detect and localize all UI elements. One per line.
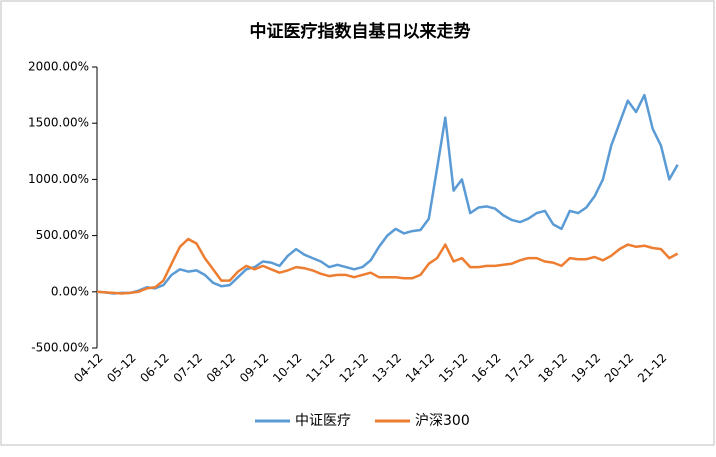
legend-label: 沪深300 <box>415 413 470 429</box>
y-tick-label: 0.00% <box>51 284 89 298</box>
y-tick-label: 1500.00% <box>28 116 89 130</box>
series-line <box>96 93 679 295</box>
legend-label: 中证医疗 <box>295 413 351 429</box>
series-line <box>96 237 679 295</box>
chart-border <box>0 0 715 446</box>
y-tick-label: 1000.00% <box>28 172 89 186</box>
y-tick-label: 2000.00% <box>28 60 89 74</box>
y-tick-label: 500.00% <box>36 228 89 242</box>
y-tick-label: -500.00% <box>31 341 89 355</box>
chart-title: 中证医疗指数自基日以来走势 <box>250 21 471 42</box>
